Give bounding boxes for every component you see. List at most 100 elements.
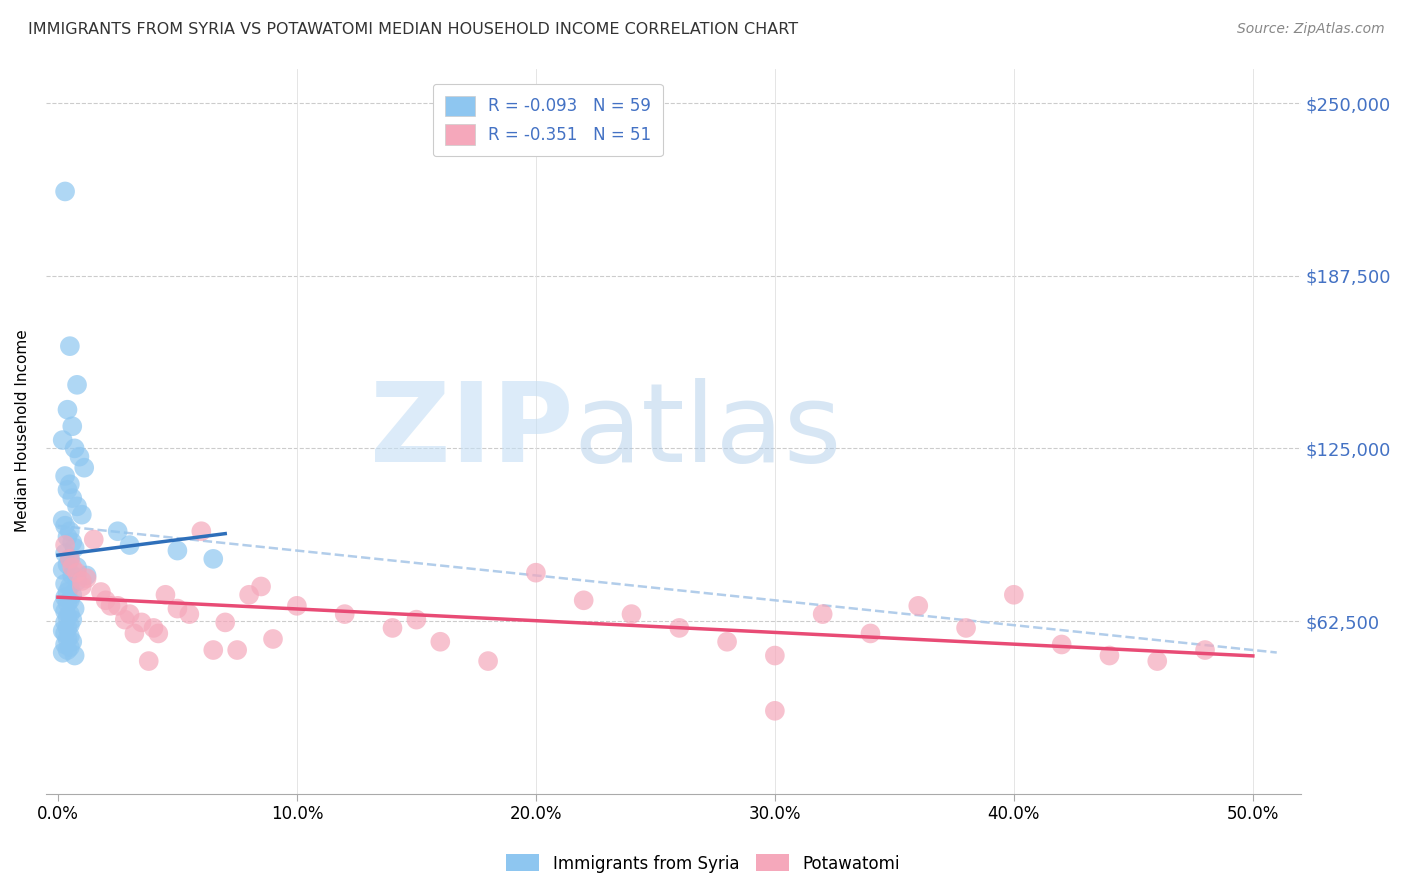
Point [1146,654,1168,668]
Point [60,568,83,582]
Point [142,621,165,635]
Point [56,558,79,572]
Point [66,560,89,574]
Point [53,546,76,560]
Point [52,646,75,660]
Point [124,626,146,640]
Point [52,624,75,638]
Point [90,585,112,599]
Point [56,596,79,610]
Point [56,483,79,497]
Point [1002,588,1025,602]
Point [53,185,76,199]
Point [66,574,89,588]
Point [56,632,79,646]
Point [63,442,86,456]
Point [166,543,188,558]
Legend: R = -0.093   N = 59, R = -0.351   N = 51: R = -0.093 N = 59, R = -0.351 N = 51 [433,84,662,156]
Legend: Immigrants from Syria, Potawatomi: Immigrants from Syria, Potawatomi [499,847,907,880]
Point [166,601,188,615]
Point [131,615,153,630]
Point [53,538,76,552]
Point [405,613,427,627]
Point [56,585,79,599]
Point [59,552,82,566]
Point [60,419,83,434]
Point [56,643,79,657]
Point [63,541,86,555]
Point [226,643,249,657]
Point [524,566,547,580]
Point [67,450,90,464]
Point [333,607,356,621]
Point [811,607,834,621]
Point [285,599,308,613]
Point [429,634,451,648]
Text: Source: ZipAtlas.com: Source: ZipAtlas.com [1237,22,1385,37]
Text: IMMIGRANTS FROM SYRIA VS POTAWATOMI MEDIAN HOUSEHOLD INCOME CORRELATION CHART: IMMIGRANTS FROM SYRIA VS POTAWATOMI MEDI… [28,22,799,37]
Point [52,599,75,613]
Point [94,593,117,607]
Point [53,469,76,483]
Point [1194,643,1216,657]
Point [60,491,83,505]
Point [60,560,83,574]
Point [668,621,690,635]
Point [118,538,141,552]
Point [148,626,170,640]
Point [716,634,738,648]
Point [138,654,160,668]
Point [155,588,177,602]
Point [59,339,82,353]
Point [214,615,236,630]
Point [53,638,76,652]
Point [907,599,929,613]
Point [59,629,82,643]
Point [66,377,89,392]
Point [53,591,76,605]
Point [190,524,212,539]
Point [202,552,225,566]
Point [66,500,89,514]
Point [53,626,76,640]
Point [262,632,284,646]
Point [60,613,83,627]
Point [53,518,76,533]
Point [70,579,93,593]
Point [114,613,136,627]
Text: atlas: atlas [572,377,841,484]
Point [52,433,75,447]
Point [83,533,105,547]
Text: ZIP: ZIP [370,377,572,484]
Point [53,576,76,591]
Point [859,626,882,640]
Point [107,524,129,539]
Point [60,634,83,648]
Point [100,599,122,613]
Point [53,615,76,630]
Point [1050,638,1073,652]
Point [56,610,79,624]
Point [60,588,83,602]
Point [477,654,499,668]
Point [60,535,83,549]
Point [59,593,82,607]
Point [63,601,86,615]
Point [955,621,977,635]
Point [107,599,129,613]
Point [59,607,82,621]
Point [202,643,225,657]
Point [59,579,82,593]
Point [1098,648,1121,663]
Point [118,607,141,621]
Point [53,604,76,618]
Point [250,579,273,593]
Point [56,621,79,635]
Point [59,618,82,632]
Point [763,704,786,718]
Y-axis label: Median Household Income: Median Household Income [15,330,30,533]
Point [572,593,595,607]
Point [179,607,201,621]
Point [59,524,82,539]
Point [381,621,404,635]
